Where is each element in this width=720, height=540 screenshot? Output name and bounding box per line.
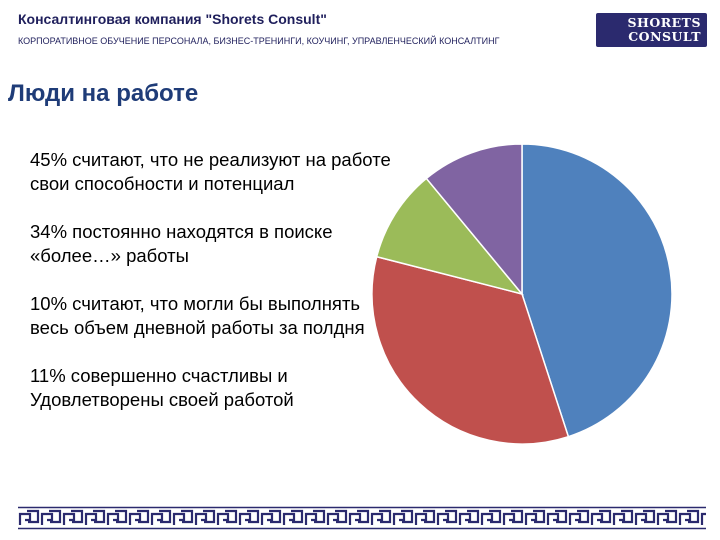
company-name: Консалтинговая компания "Shorets Consult… (18, 11, 327, 27)
percent-label: 34% (30, 221, 68, 242)
percent-label: 11% (30, 365, 66, 386)
statement-text: постоянно находятся в поиске «более…» ра… (30, 221, 333, 266)
percent-label: 10% (30, 293, 68, 314)
pie-slice (375, 177, 525, 296)
statement: 45% считают, что не реализуют на работе … (30, 148, 402, 196)
statement-text: считают, что не реализуют на работе свои… (30, 149, 391, 194)
logo-line: CONSULT (628, 29, 701, 44)
tagline: КОРПОРАТИВНОЕ ОБУЧЕНИЕ ПЕРСОНАЛА, БИЗНЕС… (18, 36, 500, 46)
pie-slice (521, 143, 673, 438)
percent-label: 45% (30, 149, 68, 170)
statement-text: считают, что могли бы выполнять весь объ… (30, 293, 365, 338)
statement: 11% совершенно счастливы и Удовлетворены… (30, 364, 402, 412)
statement: 10% считают, что могли бы выполнять весь… (30, 292, 402, 340)
statement-list: 45% считают, что не реализуют на работе … (30, 148, 402, 436)
pie-slice (371, 255, 570, 445)
statement: 34% постоянно находятся в поиске «более…… (30, 220, 402, 268)
logo: SHORETS CONSULT (596, 13, 707, 47)
border-ornament (18, 506, 706, 530)
logo-line: SHORETS (627, 15, 701, 30)
statement-text: совершенно счастливы и Удовлетворены сво… (30, 365, 294, 410)
pie-slice (425, 143, 523, 297)
slide-title: Люди на работе (8, 80, 199, 107)
